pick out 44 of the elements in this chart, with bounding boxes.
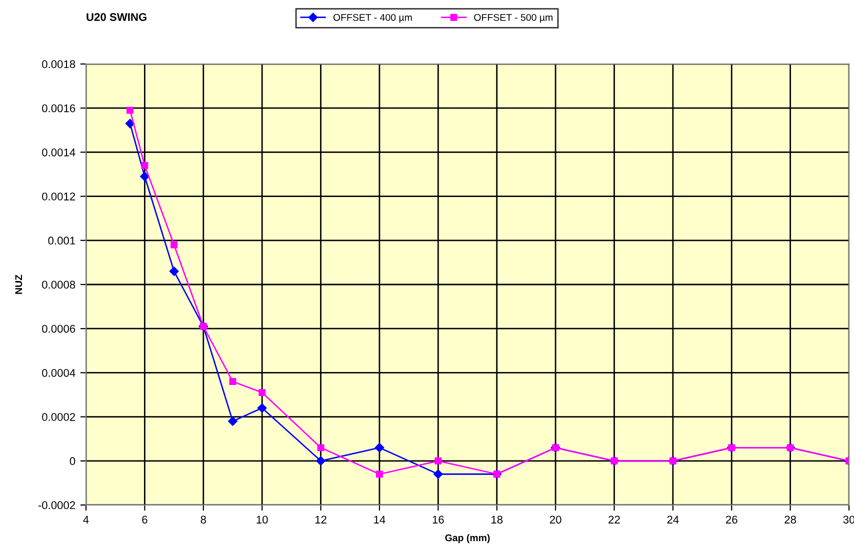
point <box>229 378 236 385</box>
y-tick-label: 0.0002 <box>42 413 76 421</box>
x-tick-label: 8 <box>200 516 206 524</box>
y-tick-label: 0.0004 <box>42 368 76 377</box>
legend-label: OFFSET - 500 µm <box>474 14 552 23</box>
x-tick-label: 10 <box>256 516 268 524</box>
y-tick-label: 0.0008 <box>42 280 76 289</box>
point <box>434 470 443 479</box>
y-tick-label: 0.001 <box>48 236 76 245</box>
point <box>317 444 324 452</box>
x-tick-label: 18 <box>492 516 503 524</box>
y-tick-label: 0.0006 <box>42 324 76 333</box>
x-tick-label: 28 <box>784 516 796 524</box>
x-tick-label: 4 <box>83 516 89 524</box>
chart-title: U20 SWING <box>86 13 146 21</box>
point <box>140 172 150 182</box>
x-tick-label: 12 <box>315 516 326 524</box>
x-tick-label: 20 <box>550 516 562 524</box>
point <box>434 457 442 464</box>
point <box>374 443 384 452</box>
point <box>376 470 383 478</box>
y-tick-label: -0.0002 <box>38 501 76 510</box>
x-tick-label: 16 <box>432 516 444 524</box>
point <box>257 403 267 413</box>
y-tick-label: 0.0012 <box>42 192 76 200</box>
x-axis-title: Gap (mm) <box>445 534 490 544</box>
point <box>170 241 178 248</box>
point <box>228 416 238 426</box>
point <box>258 389 266 396</box>
point <box>141 162 148 169</box>
point <box>126 106 134 114</box>
x-tick-label: 6 <box>142 516 148 524</box>
x-tick-label: 24 <box>667 516 679 524</box>
point <box>316 456 326 466</box>
x-tick-label: 14 <box>374 516 386 524</box>
y-tick-label: 0 <box>70 457 76 466</box>
y-axis-title: NUZ <box>15 274 22 294</box>
y-tick-label: 0.0018 <box>42 60 76 68</box>
y-tick-label: 0.0014 <box>42 148 76 156</box>
legend-label: OFFSET - 400 µm <box>333 14 412 23</box>
point <box>169 266 179 276</box>
x-tick-label: 22 <box>608 516 620 524</box>
y-tick-label: 0.0016 <box>42 104 76 112</box>
x-tick-label: 26 <box>726 516 738 524</box>
